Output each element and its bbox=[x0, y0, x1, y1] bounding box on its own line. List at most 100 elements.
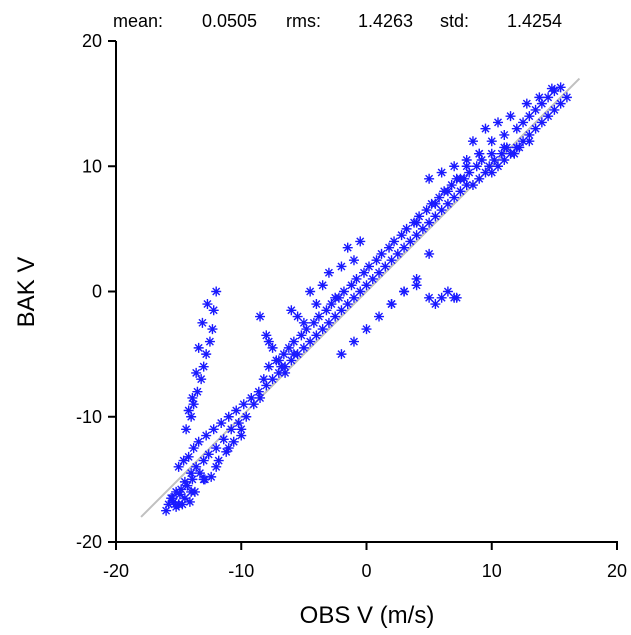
data-point bbox=[273, 355, 284, 366]
data-point bbox=[206, 471, 217, 482]
data-point bbox=[280, 367, 291, 378]
data-point bbox=[255, 392, 266, 403]
data-point bbox=[267, 342, 278, 353]
data-point bbox=[374, 311, 385, 322]
data-point bbox=[228, 436, 239, 447]
data-point bbox=[436, 205, 447, 216]
data-point bbox=[317, 324, 328, 335]
data-point bbox=[177, 499, 188, 510]
data-point bbox=[163, 499, 174, 510]
data-point bbox=[555, 98, 566, 109]
data-point bbox=[278, 349, 289, 360]
data-point bbox=[361, 324, 372, 335]
data-point bbox=[530, 123, 541, 134]
data-point bbox=[288, 336, 299, 347]
data-point bbox=[296, 330, 307, 341]
data-point bbox=[181, 424, 192, 435]
data-point bbox=[480, 123, 491, 134]
data-point bbox=[286, 355, 297, 366]
data-point bbox=[534, 92, 545, 103]
data-point bbox=[198, 455, 209, 466]
data-point bbox=[484, 161, 495, 172]
data-point bbox=[358, 267, 369, 278]
y-tick-label: 0 bbox=[92, 282, 102, 302]
data-point bbox=[430, 211, 441, 222]
data-point bbox=[480, 167, 491, 178]
data-point bbox=[351, 273, 362, 284]
data-point bbox=[449, 161, 460, 172]
data-point bbox=[489, 154, 500, 165]
data-point bbox=[233, 418, 244, 429]
data-point bbox=[223, 411, 234, 422]
data-point bbox=[305, 336, 316, 347]
data-point bbox=[380, 261, 391, 272]
data-point bbox=[208, 305, 219, 316]
data-point bbox=[451, 292, 462, 303]
data-point bbox=[241, 411, 252, 422]
data-point bbox=[561, 92, 572, 103]
data-point bbox=[543, 111, 554, 122]
data-point bbox=[411, 230, 422, 241]
data-points bbox=[161, 82, 572, 516]
data-point bbox=[336, 305, 347, 316]
mean-label: mean: bbox=[113, 11, 163, 31]
data-point bbox=[298, 342, 309, 353]
x-tick-label: 20 bbox=[607, 561, 627, 581]
data-point bbox=[298, 317, 309, 328]
data-point bbox=[455, 173, 466, 184]
data-point bbox=[486, 148, 497, 159]
data-point bbox=[171, 486, 182, 497]
data-point bbox=[253, 386, 264, 397]
data-point bbox=[192, 386, 203, 397]
data-point bbox=[276, 361, 287, 372]
y-axis-label: BAK V bbox=[13, 257, 40, 328]
data-point bbox=[346, 280, 357, 291]
data-point bbox=[191, 367, 202, 378]
data-point bbox=[430, 198, 441, 209]
data-point bbox=[255, 311, 266, 322]
data-point bbox=[178, 455, 189, 466]
rms-value: 1.4263 bbox=[358, 11, 413, 31]
data-point bbox=[208, 424, 219, 435]
data-point bbox=[384, 242, 395, 253]
data-point bbox=[283, 342, 294, 353]
data-point bbox=[223, 443, 234, 454]
data-point bbox=[414, 211, 425, 222]
data-point bbox=[323, 267, 334, 278]
data-point bbox=[549, 104, 560, 115]
rms-label: rms: bbox=[286, 11, 321, 31]
data-point bbox=[193, 342, 204, 353]
data-point bbox=[392, 248, 403, 259]
data-point bbox=[174, 489, 185, 500]
data-point bbox=[461, 154, 472, 165]
data-point bbox=[238, 399, 249, 410]
data-point bbox=[521, 98, 532, 109]
data-point bbox=[188, 443, 199, 454]
data-point bbox=[555, 82, 566, 93]
data-point bbox=[213, 455, 224, 466]
data-point bbox=[411, 217, 422, 228]
data-point bbox=[330, 311, 341, 322]
data-point bbox=[273, 367, 284, 378]
data-point bbox=[436, 292, 447, 303]
data-point bbox=[248, 399, 259, 410]
data-point bbox=[509, 148, 520, 159]
data-point bbox=[446, 180, 457, 191]
data-point bbox=[261, 330, 272, 341]
data-point bbox=[197, 317, 208, 328]
data-point bbox=[311, 330, 322, 341]
data-point bbox=[543, 92, 554, 103]
data-point bbox=[493, 161, 504, 172]
data-point bbox=[424, 248, 435, 259]
x-tick-label: 0 bbox=[361, 561, 371, 581]
data-point bbox=[449, 192, 460, 203]
data-point bbox=[187, 392, 198, 403]
data-point bbox=[201, 430, 212, 441]
data-point bbox=[424, 217, 435, 228]
data-point bbox=[321, 305, 332, 316]
data-point bbox=[183, 451, 194, 462]
data-point bbox=[211, 286, 222, 297]
data-point bbox=[467, 136, 478, 147]
data-point bbox=[474, 148, 485, 159]
data-point bbox=[198, 361, 209, 372]
